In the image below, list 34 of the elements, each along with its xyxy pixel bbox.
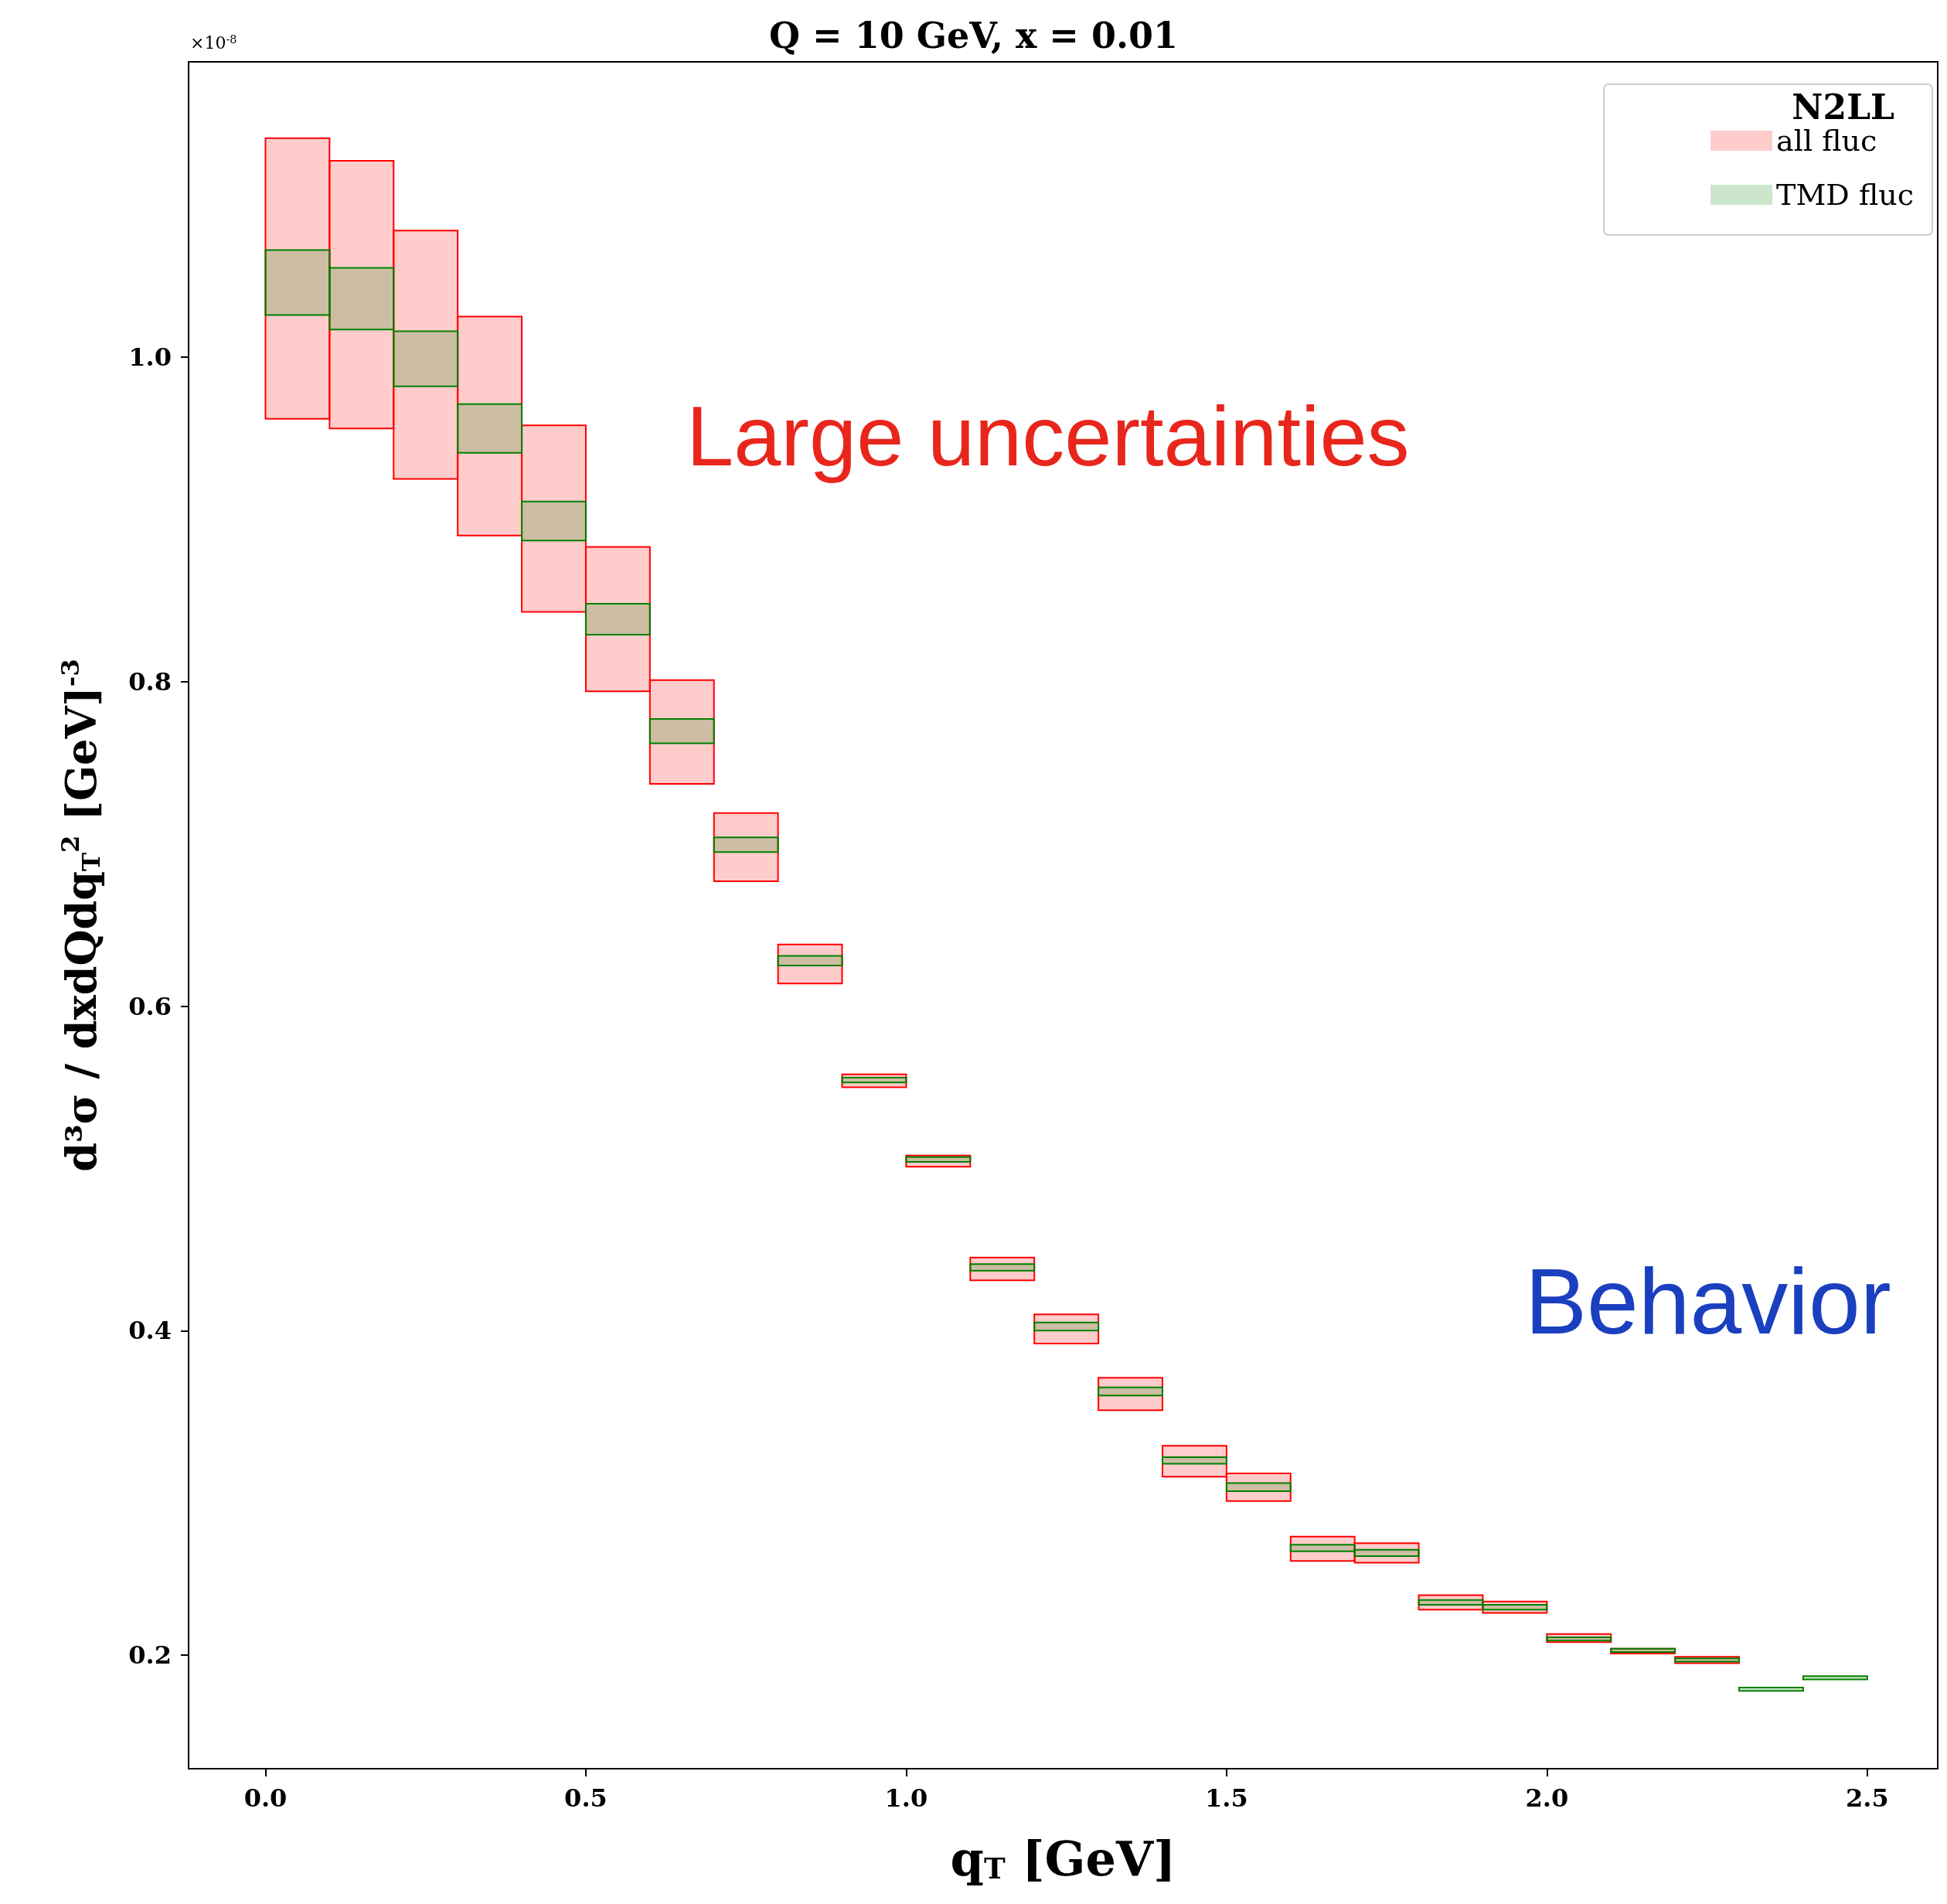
y-tick-label: 0.2: [128, 1640, 172, 1671]
bar: [713, 836, 779, 853]
bar: [1738, 1687, 1804, 1692]
chart-title: Q = 10 GeV, x = 0.01: [769, 15, 1178, 56]
y-tick-label: 0.4: [128, 1316, 172, 1346]
bar: [1098, 1386, 1163, 1397]
annotation: Behavior: [1525, 1249, 1891, 1353]
y-tick-label: 0.8: [128, 666, 172, 697]
bar: [1033, 1321, 1100, 1332]
legend-label: TMD fluc: [1776, 178, 1914, 212]
bar: [1225, 1482, 1292, 1493]
y-tick-label: 1.0: [128, 342, 172, 372]
bar: [457, 403, 523, 454]
x-tick-label: 0.5: [564, 1783, 608, 1813]
bar: [969, 1263, 1036, 1272]
y-tick-label: 0.6: [128, 991, 172, 1021]
y-axis-title: d³σ / dxdQdqT2 [GeV]-3: [56, 659, 106, 1172]
bar: [777, 955, 843, 967]
x-tick-label: 1.0: [884, 1783, 928, 1813]
x-tick-label: 2.0: [1525, 1783, 1569, 1813]
annotation: Large uncertainties: [686, 387, 1410, 483]
x-tick-label: 2.5: [1845, 1783, 1889, 1813]
bar: [648, 718, 715, 744]
bar: [521, 500, 587, 542]
x-axis-title: qT [GeV]: [950, 1830, 1176, 1887]
bar: [328, 267, 395, 331]
bar: [1161, 1456, 1227, 1465]
bar: [264, 249, 331, 316]
x-tick-label: 1.5: [1205, 1783, 1248, 1813]
bar: [393, 330, 459, 387]
bar: [1289, 1544, 1356, 1552]
bar: [584, 603, 651, 635]
x-tick-label: 0.0: [243, 1783, 288, 1813]
bar: [1802, 1675, 1868, 1681]
